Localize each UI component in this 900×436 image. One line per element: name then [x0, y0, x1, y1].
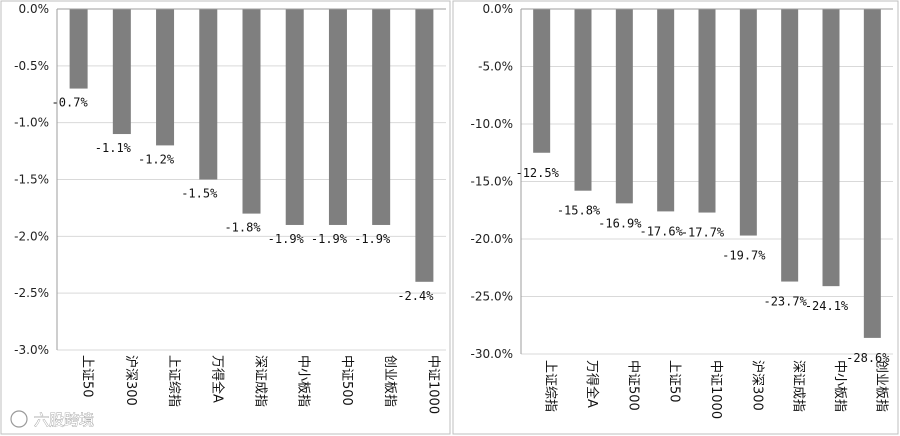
y-tick-label: -2.5%: [14, 286, 49, 300]
x-tick-label: 深证成指: [791, 360, 806, 412]
x-tick-label: 上证50: [80, 355, 95, 398]
bar: [372, 9, 391, 225]
x-tick-label: 中小板指: [832, 360, 847, 412]
y-tick-label: -30.0%: [471, 347, 513, 361]
watermark-text: 六股跨境: [34, 411, 94, 429]
bar: [415, 9, 434, 282]
bar: [69, 9, 88, 89]
data-label: -1.1%: [95, 141, 132, 155]
x-tick-label: 上证综指: [166, 355, 181, 407]
bar: [781, 9, 799, 282]
data-label: -23.7%: [763, 295, 807, 309]
x-tick-label: 沪深300: [749, 360, 765, 411]
bar: [574, 9, 592, 191]
bar: [739, 9, 757, 236]
bar: [156, 9, 175, 146]
data-label: -1.5%: [181, 187, 218, 201]
x-tick-label: 万得全A: [584, 360, 600, 408]
left-panel-frame: [0, 0, 451, 435]
bar: [615, 9, 633, 204]
x-tick-label: 中证500: [625, 360, 640, 411]
data-label: -1.9%: [268, 232, 305, 246]
right-bar-chart: 0.0% -5.0% -10.0% -15.0% -20.0% -25.0% -30.0% -…: [471, 2, 893, 419]
y-tick-label: -20.0%: [471, 232, 513, 246]
x-tick-label: 中证1000: [708, 360, 723, 419]
x-tick-label: 深证成指: [253, 355, 268, 407]
data-label: -1.8%: [224, 221, 261, 235]
data-label: -28.6%: [846, 351, 890, 365]
x-tick-label: 上证综指: [543, 360, 558, 412]
y-tick-label: 0.0%: [19, 2, 50, 16]
bar: [533, 9, 551, 153]
y-tick-label: -1.0%: [14, 116, 49, 130]
bar: [242, 9, 261, 214]
bar: [112, 9, 131, 135]
data-label: -17.6%: [639, 224, 683, 238]
x-tick-label: 上证50: [667, 360, 682, 403]
bar: [328, 9, 347, 225]
y-tick-label: -3.0%: [14, 343, 49, 357]
x-tick-label: 创业板指: [382, 355, 397, 407]
y-tick-label: 0.0%: [483, 2, 514, 16]
data-label: -12.5%: [515, 166, 559, 180]
x-tick-label: 中证1000: [425, 355, 440, 414]
left-bar-chart: 0.0% -0.5% -1.0% -1.5% -2.0% -2.5% -3.0% -0.7% 上…: [14, 2, 446, 414]
data-label: -1.9%: [354, 232, 391, 246]
bar: [285, 9, 304, 225]
y-tick-label: -2.0%: [14, 229, 49, 243]
data-label: -15.8%: [557, 204, 601, 218]
bar: [822, 9, 840, 287]
right-panel-frame: [452, 0, 899, 435]
y-tick-label: -0.5%: [14, 59, 49, 73]
bar: [657, 9, 675, 212]
y-tick-label: -1.5%: [14, 173, 49, 187]
data-label: -19.7%: [722, 249, 766, 263]
x-tick-label: 中小板指: [296, 355, 311, 407]
data-label: -24.1%: [805, 299, 849, 313]
y-tick-label: -10.0%: [471, 117, 513, 131]
x-tick-label: 万得全A: [209, 355, 225, 403]
x-tick-label: 创业板指: [873, 360, 888, 412]
watermark: 六股跨境: [10, 410, 94, 429]
bar: [863, 9, 881, 338]
data-label: -1.9%: [311, 232, 348, 246]
data-label: -1.2%: [138, 152, 175, 166]
x-tick-label: 沪深300: [123, 355, 139, 406]
y-tick-label: -5.0%: [478, 60, 513, 74]
data-label: -2.4%: [397, 289, 434, 303]
data-label: -0.7%: [52, 96, 89, 110]
y-tick-label: -25.0%: [471, 290, 513, 304]
y-tick-label: -15.0%: [471, 175, 513, 189]
bar: [698, 9, 716, 213]
watermark-logo-icon: [10, 410, 28, 428]
bar: [199, 9, 218, 180]
data-label: -17.7%: [681, 226, 725, 240]
x-tick-label: 中证500: [339, 355, 354, 406]
data-label: -16.9%: [598, 216, 642, 230]
